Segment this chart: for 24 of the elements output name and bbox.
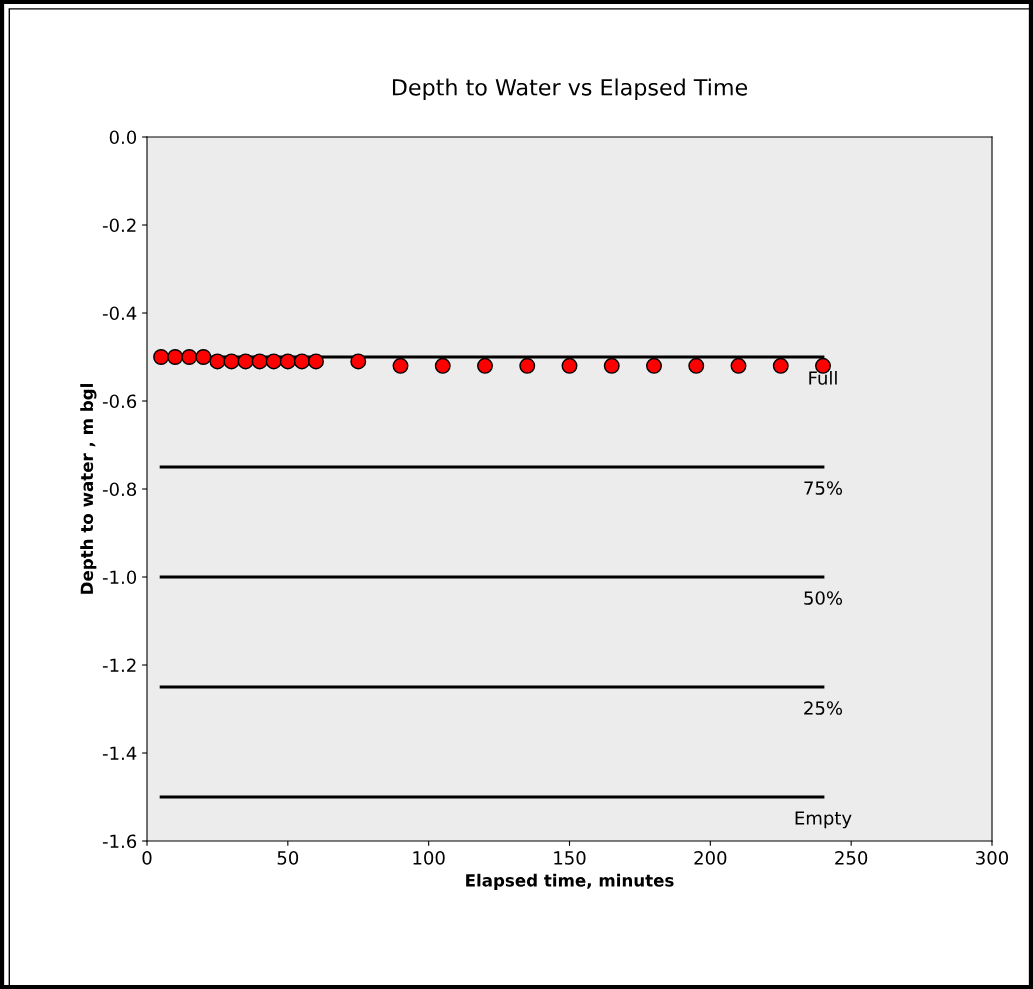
series-label: 50% [804,591,843,605]
x-axis-title: Elapsed time, minutes [466,873,674,890]
x-tick-label: 200 [694,851,727,865]
series-label: 75% [804,481,843,495]
x-tick-label: 50 [277,851,299,865]
y-tick-label: -1.2 [102,658,136,672]
series-label: Full [809,370,837,385]
y-tick-label: -1.4 [102,746,137,760]
y-tick-label: -0.2 [102,218,136,233]
series-label: Empty [795,811,852,829]
y-tick-label: -1.6 [102,834,137,849]
y-tick-label: -0.8 [102,482,137,497]
chart-title: Depth to Water vs Elapsed Time [392,78,748,100]
y-tick-label: 0.0 [109,130,137,145]
x-tick-label: 150 [554,851,586,865]
y-tick-label: -1.0 [102,570,137,585]
x-tick-label: 0 [142,851,152,865]
y-tick-label: -0.4 [102,306,137,321]
x-tick-label: 100 [413,851,445,865]
x-tick-label: 300 [976,851,1009,865]
y-tick-label: -0.6 [102,394,137,409]
x-tick-label: 250 [835,851,868,865]
series-label: 25% [804,701,843,715]
y-axis-title: Depth to water , m bgl [80,384,97,594]
